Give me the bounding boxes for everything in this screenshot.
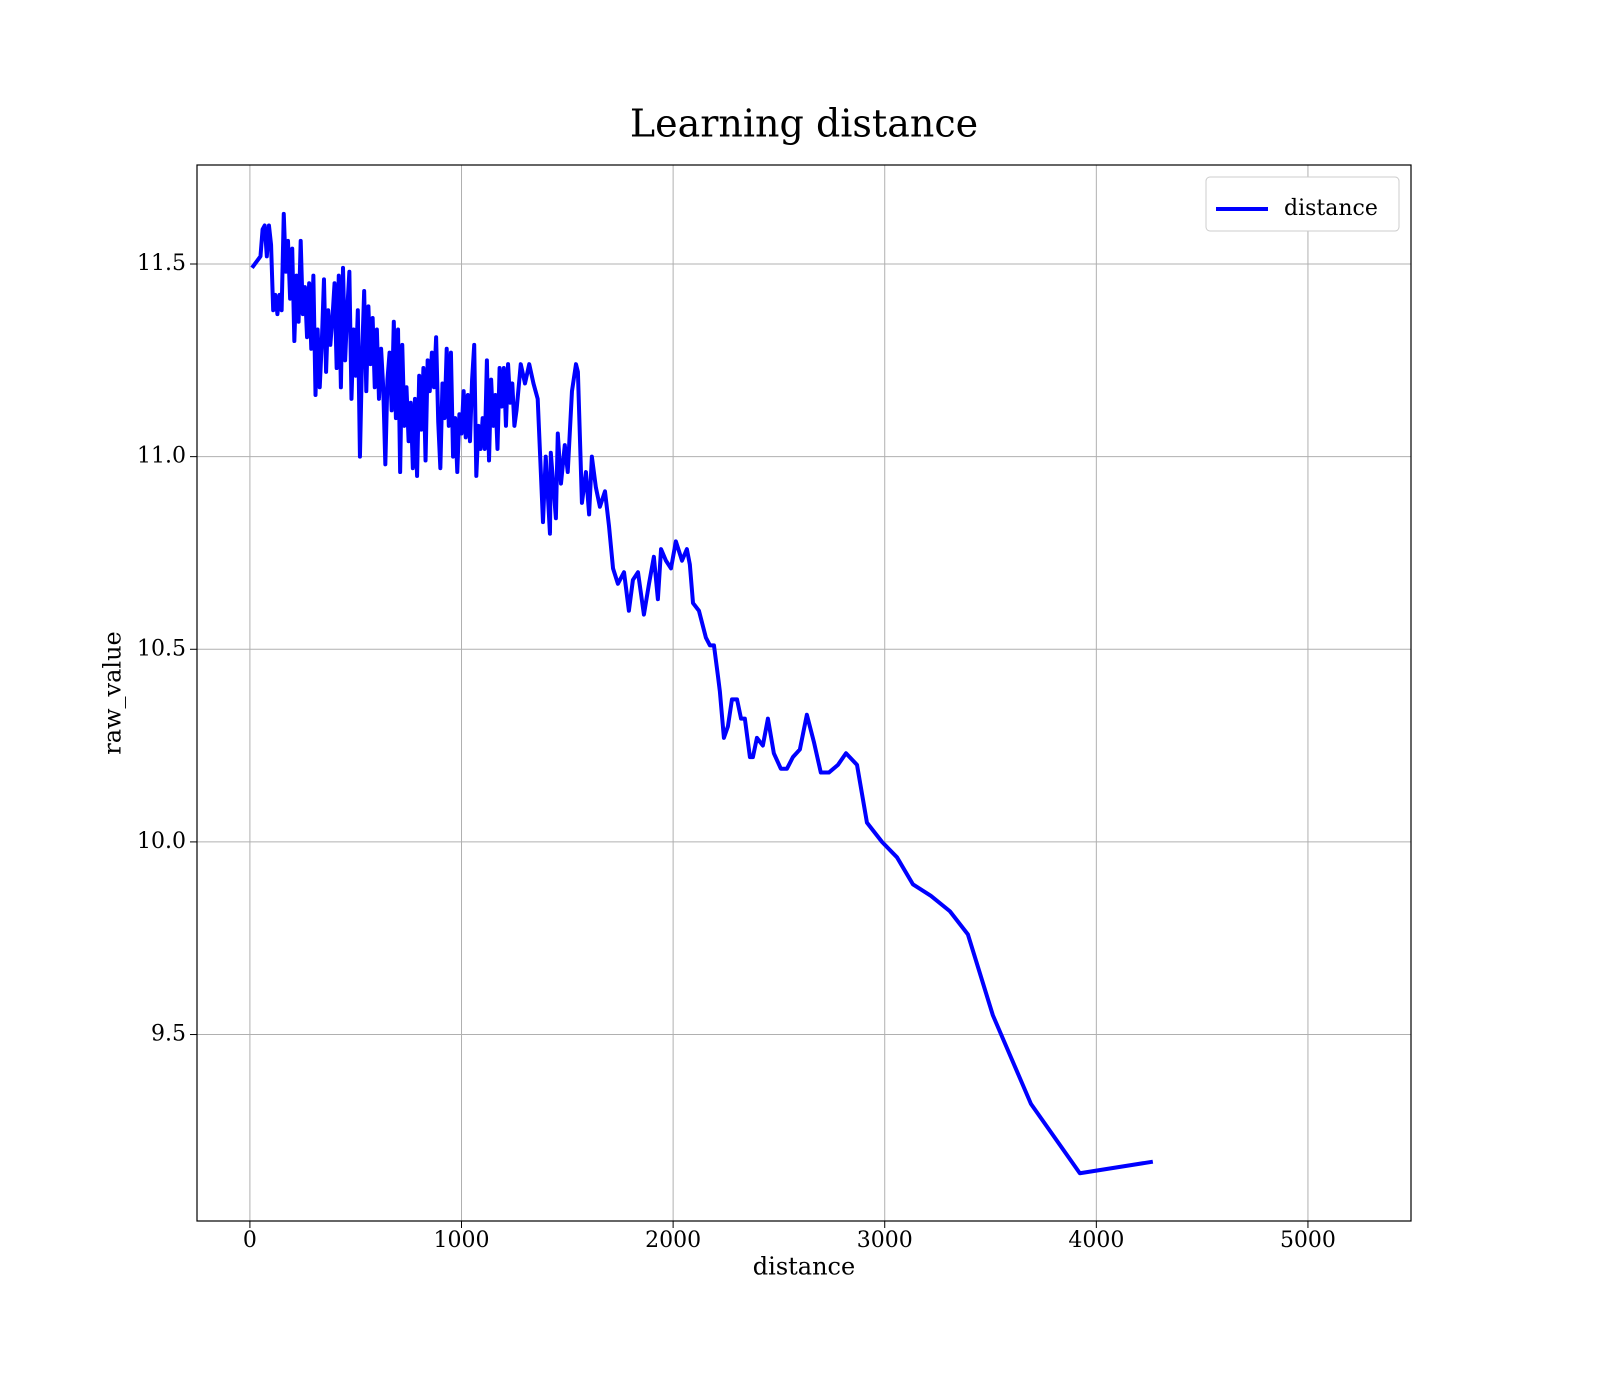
legend-label: distance xyxy=(1284,196,1378,221)
y-tick-label: 11.0 xyxy=(137,444,186,469)
x-tick-label: 1000 xyxy=(434,1228,490,1253)
y-tick-label: 11.5 xyxy=(137,251,186,276)
y-tick-label: 9.5 xyxy=(151,1022,186,1047)
plot-frame xyxy=(196,164,1412,1222)
x-tick-label: 2000 xyxy=(645,1228,701,1253)
x-tick-label: 0 xyxy=(243,1228,257,1253)
x-tick-label: 5000 xyxy=(1280,1228,1336,1253)
x-tick-label: 3000 xyxy=(857,1228,913,1253)
y-axis-label: raw_value xyxy=(99,631,127,755)
legend-box xyxy=(1205,176,1400,232)
data-line xyxy=(250,211,1154,1176)
x-tick-label: 4000 xyxy=(1068,1228,1124,1253)
y-tick-label: 10.5 xyxy=(137,636,186,661)
chart-title: Learning distance xyxy=(630,102,978,146)
x-axis-label: distance xyxy=(753,1253,855,1281)
y-tick-label: 10.0 xyxy=(137,829,186,854)
